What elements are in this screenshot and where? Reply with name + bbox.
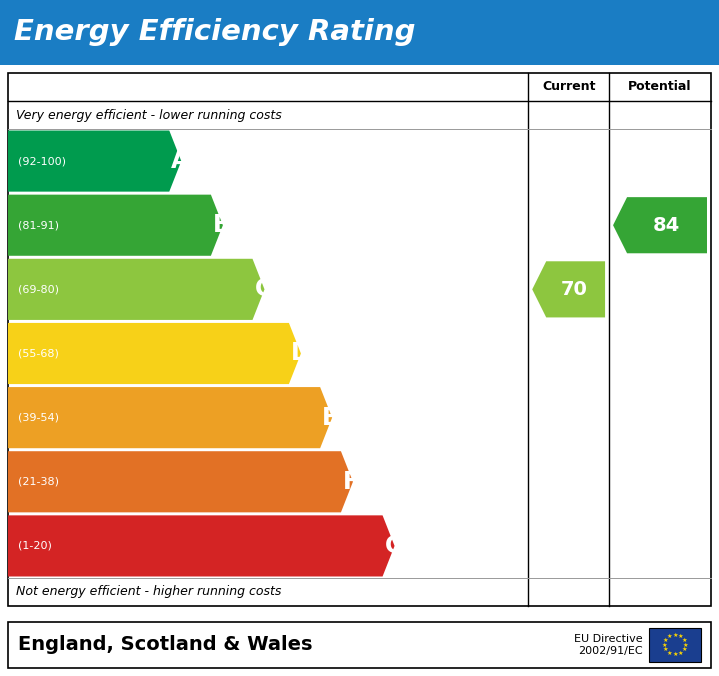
Text: ★: ★ <box>682 637 687 643</box>
Polygon shape <box>8 259 265 320</box>
Text: ★: ★ <box>661 642 667 648</box>
Bar <box>8 622 711 668</box>
Bar <box>0 0 719 65</box>
Text: EU Directive: EU Directive <box>574 634 643 644</box>
Text: 70: 70 <box>562 280 588 299</box>
Text: (21-38): (21-38) <box>18 477 59 487</box>
Text: ★: ★ <box>663 648 669 652</box>
Text: ★: ★ <box>667 651 672 656</box>
Text: ★: ★ <box>682 648 687 652</box>
Text: England, Scotland & Wales: England, Scotland & Wales <box>18 635 313 654</box>
Polygon shape <box>8 195 223 256</box>
Text: Not energy efficient - higher running costs: Not energy efficient - higher running co… <box>16 585 281 598</box>
Text: (55-68): (55-68) <box>18 349 59 358</box>
Bar <box>8 73 711 606</box>
Text: Energy Efficiency Rating: Energy Efficiency Rating <box>14 18 416 47</box>
Text: ★: ★ <box>672 633 678 637</box>
Text: ★: ★ <box>663 637 669 643</box>
Text: (92-100): (92-100) <box>18 156 66 166</box>
Polygon shape <box>613 197 707 254</box>
Text: G: G <box>385 534 404 558</box>
Text: (69-80): (69-80) <box>18 285 59 294</box>
Text: E: E <box>322 406 338 430</box>
Text: A: A <box>171 149 190 173</box>
Text: Very energy efficient - lower running costs: Very energy efficient - lower running co… <box>16 109 282 122</box>
Text: (81-91): (81-91) <box>18 220 59 231</box>
Text: D: D <box>291 341 311 366</box>
Polygon shape <box>532 262 605 318</box>
Text: ★: ★ <box>677 634 683 639</box>
Text: (39-54): (39-54) <box>18 412 59 422</box>
Text: Current: Current <box>542 80 595 93</box>
Text: 84: 84 <box>652 216 679 235</box>
Text: 2002/91/EC: 2002/91/EC <box>578 646 643 656</box>
Text: (1-20): (1-20) <box>18 541 52 551</box>
Text: F: F <box>343 470 359 493</box>
Text: Potential: Potential <box>628 80 692 93</box>
Polygon shape <box>8 323 301 384</box>
Text: ★: ★ <box>672 652 678 657</box>
Polygon shape <box>8 130 181 191</box>
Text: B: B <box>213 213 231 237</box>
Bar <box>649 628 701 662</box>
Text: ★: ★ <box>677 651 683 656</box>
Polygon shape <box>8 515 395 577</box>
Text: ★: ★ <box>667 634 672 639</box>
Text: ★: ★ <box>683 642 689 648</box>
Polygon shape <box>8 387 332 448</box>
Text: C: C <box>255 277 272 301</box>
Polygon shape <box>8 451 353 512</box>
